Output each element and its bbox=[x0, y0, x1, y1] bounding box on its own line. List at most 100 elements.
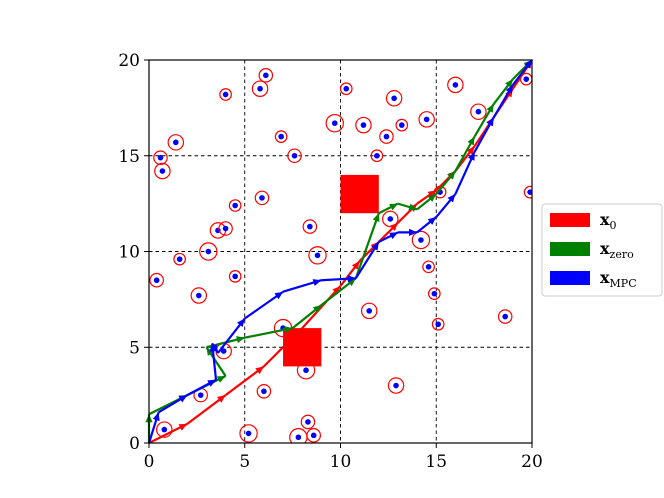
particle-dot bbox=[391, 95, 397, 102]
xmpc-arrowhead bbox=[467, 151, 475, 161]
x-tick-label: 0 bbox=[144, 452, 155, 472]
xzero-segment bbox=[354, 212, 380, 279]
x0-arrowhead bbox=[178, 423, 188, 431]
particle-dot bbox=[431, 290, 438, 297]
particle-dot bbox=[157, 154, 164, 161]
particle-ring bbox=[153, 150, 168, 165]
xzero-arrowhead bbox=[505, 79, 513, 88]
axis-ticks: 0 5 10 15 20 0 5 10 15 20 bbox=[118, 51, 542, 472]
particle-ring bbox=[300, 414, 316, 430]
x0-arrowhead bbox=[466, 146, 475, 155]
particle-dot bbox=[295, 434, 302, 441]
legend-label-x0: x0 bbox=[600, 210, 617, 232]
particle-ring bbox=[382, 210, 399, 228]
particle-ring bbox=[228, 199, 242, 212]
particle-dot bbox=[423, 116, 430, 123]
particle-dot bbox=[195, 292, 202, 299]
particle-ring bbox=[431, 317, 445, 331]
legend-label-xmpc: xMPC bbox=[600, 268, 637, 290]
particle-dot bbox=[291, 152, 298, 159]
particle-dot bbox=[475, 108, 482, 115]
xmpc-arrowhead bbox=[427, 217, 437, 225]
legend-swatch-xzero bbox=[550, 242, 590, 256]
particle-ring bbox=[239, 424, 258, 443]
xzero-arrowhead bbox=[447, 171, 456, 180]
xmpc-arrowhead bbox=[524, 60, 532, 69]
particle-dot bbox=[398, 122, 405, 128]
particle-dot bbox=[159, 168, 166, 174]
particle-ring bbox=[306, 428, 321, 443]
y-tick-label: 20 bbox=[118, 51, 140, 71]
particle-dot bbox=[425, 264, 432, 270]
x0-segment bbox=[301, 285, 342, 329]
particle-ring bbox=[219, 88, 232, 101]
particle-dot bbox=[310, 432, 317, 439]
xmpc-arrowhead bbox=[178, 395, 188, 403]
obstacle bbox=[283, 328, 322, 367]
particle-ring bbox=[385, 90, 403, 107]
particle-dot bbox=[343, 85, 350, 92]
particle-dot bbox=[220, 348, 227, 354]
particle-ring bbox=[156, 421, 173, 438]
particle-dot bbox=[278, 133, 284, 140]
x-tick-label: 15 bbox=[425, 452, 447, 472]
particle-ring bbox=[173, 252, 186, 266]
obstacle bbox=[340, 174, 379, 214]
xmpc-arrowhead bbox=[274, 291, 284, 300]
particle-ring bbox=[218, 221, 233, 236]
y-tick-label: 10 bbox=[118, 243, 140, 263]
particle-dot bbox=[261, 388, 267, 395]
xmpc-arrowhead bbox=[152, 412, 160, 422]
particle-ring bbox=[256, 383, 272, 399]
xzero-arrowhead bbox=[236, 336, 245, 344]
particle-dot bbox=[452, 82, 459, 88]
xmpc-arrowhead bbox=[207, 379, 217, 387]
xmpc-arrowhead bbox=[210, 344, 218, 353]
particle-ring bbox=[379, 129, 394, 144]
y-tick-label: 15 bbox=[118, 147, 140, 167]
particle-dot bbox=[303, 367, 309, 374]
particle-ring bbox=[422, 260, 435, 274]
x-tick-label: 5 bbox=[239, 452, 250, 472]
xzero-arrowhead bbox=[427, 194, 437, 202]
xmpc-arrowhead bbox=[347, 275, 356, 283]
particle-dot bbox=[232, 273, 238, 280]
particle-dot bbox=[232, 202, 238, 209]
particle-ring bbox=[370, 149, 384, 163]
xmpc-arrowhead bbox=[236, 318, 245, 328]
particle-dot bbox=[527, 189, 532, 195]
legend-swatch-xmpc bbox=[550, 271, 590, 285]
xzero-arrowhead bbox=[312, 305, 322, 313]
particle-ring bbox=[274, 130, 288, 143]
particle-dot bbox=[305, 419, 311, 425]
particle-ring bbox=[411, 230, 431, 250]
particle-dot bbox=[161, 426, 168, 433]
y-tick-label: 5 bbox=[129, 338, 140, 358]
particle-ring bbox=[355, 116, 372, 134]
particle-ring bbox=[149, 272, 164, 288]
particle-ring bbox=[228, 270, 242, 283]
xzero-arrowhead bbox=[389, 203, 398, 211]
particle-ring bbox=[339, 82, 353, 96]
particle-dot bbox=[222, 91, 229, 98]
particle-ring bbox=[523, 185, 532, 199]
legend: x0 xzero xMPC bbox=[541, 203, 663, 297]
particle-ring bbox=[251, 80, 269, 97]
x-tick-label: 10 bbox=[330, 452, 352, 472]
xzero-arrowhead bbox=[372, 213, 380, 222]
particle-ring bbox=[199, 242, 218, 261]
xzero-segment bbox=[244, 327, 293, 339]
particle-dot bbox=[360, 122, 367, 128]
particle-ring bbox=[395, 118, 409, 132]
particle-dot bbox=[197, 392, 204, 398]
particle-ring bbox=[167, 134, 185, 151]
particle-dot bbox=[259, 195, 265, 201]
particle-dot bbox=[263, 72, 269, 79]
particle-ring bbox=[190, 287, 208, 304]
particle-dot bbox=[523, 76, 530, 82]
obstacles bbox=[283, 174, 379, 367]
legend-swatch-x0 bbox=[550, 213, 590, 227]
particle-dot bbox=[393, 382, 399, 389]
xmpc-arrowhead bbox=[447, 194, 456, 203]
